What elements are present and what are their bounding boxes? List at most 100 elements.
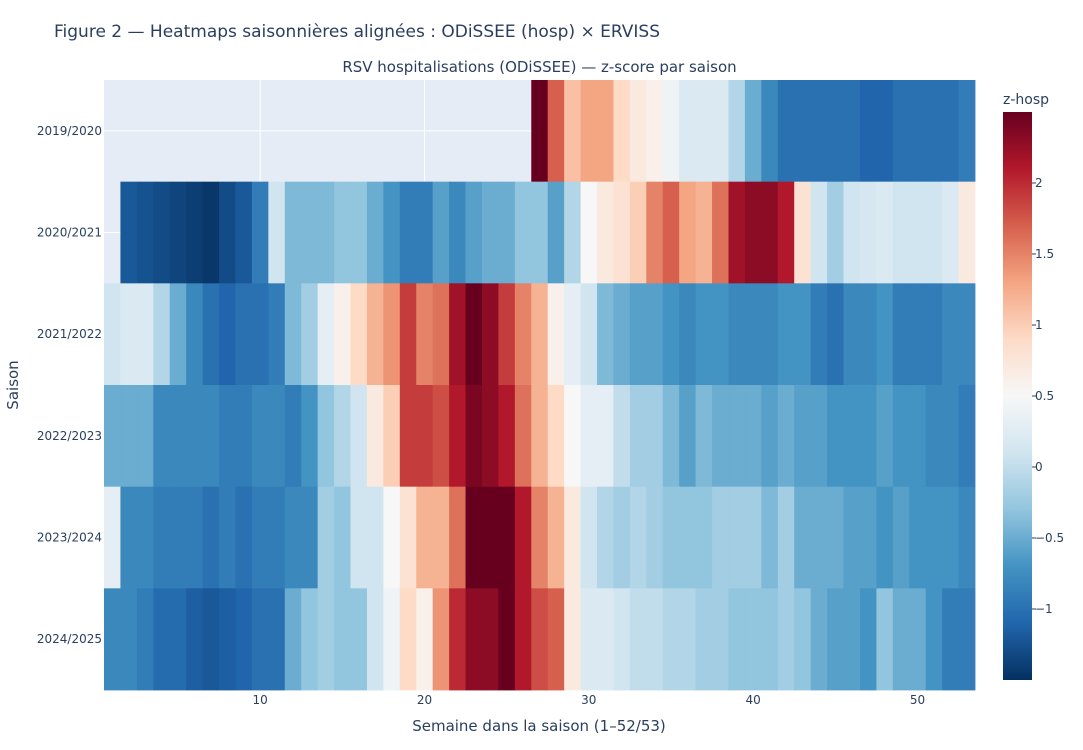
heatmap-cell[interactable]: [794, 486, 812, 589]
heatmap-cell[interactable]: [662, 385, 680, 488]
heatmap-cell[interactable]: [744, 588, 762, 691]
heatmap-cell[interactable]: [531, 385, 549, 488]
heatmap-cell[interactable]: [514, 181, 532, 284]
heatmap-cell[interactable]: [942, 588, 959, 691]
heatmap-cell[interactable]: [925, 588, 943, 691]
heatmap-cell[interactable]: [169, 283, 187, 386]
heatmap-cell[interactable]: [564, 588, 581, 691]
heatmap-cell[interactable]: [383, 385, 401, 488]
heatmap-cell[interactable]: [251, 588, 269, 691]
heatmap-cell[interactable]: [120, 181, 138, 284]
heatmap-cell[interactable]: [153, 283, 171, 386]
heatmap-cell[interactable]: [235, 588, 253, 691]
heatmap-cell[interactable]: [383, 588, 401, 691]
heatmap-cell[interactable]: [958, 385, 976, 488]
heatmap-cell[interactable]: [564, 283, 581, 386]
heatmap-cell[interactable]: [531, 486, 549, 589]
heatmap-cell[interactable]: [104, 385, 121, 488]
heatmap-cell[interactable]: [202, 588, 220, 691]
heatmap-cell[interactable]: [251, 385, 269, 488]
heatmap-cell[interactable]: [942, 80, 959, 183]
heatmap-cell[interactable]: [761, 181, 779, 284]
heatmap-cell[interactable]: [728, 80, 746, 183]
heatmap-cell[interactable]: [366, 385, 384, 488]
heatmap-cell[interactable]: [859, 283, 877, 386]
heatmap-cell[interactable]: [465, 385, 483, 488]
heatmap-cell[interactable]: [136, 283, 154, 386]
heatmap-cell[interactable]: [843, 181, 861, 284]
heatmap-cell[interactable]: [810, 283, 828, 386]
heatmap-cell[interactable]: [613, 80, 631, 183]
heatmap-cell[interactable]: [646, 181, 664, 284]
heatmap-cell[interactable]: [662, 588, 680, 691]
heatmap-cell[interactable]: [383, 283, 401, 386]
heatmap-cell[interactable]: [810, 181, 828, 284]
heatmap-cell[interactable]: [646, 385, 664, 488]
heatmap-cell[interactable]: [695, 385, 713, 488]
heatmap-cell[interactable]: [383, 486, 401, 589]
heatmap-cell[interactable]: [597, 588, 614, 691]
heatmap-cell[interactable]: [284, 283, 302, 386]
heatmap-cell[interactable]: [958, 283, 976, 386]
heatmap-cell[interactable]: [629, 486, 647, 589]
heatmap-cell[interactable]: [794, 181, 812, 284]
heatmap-cell[interactable]: [547, 385, 565, 488]
heatmap-cell[interactable]: [810, 588, 828, 691]
heatmap-cell[interactable]: [580, 588, 598, 691]
heatmap-cell[interactable]: [284, 385, 302, 488]
heatmap-cell[interactable]: [925, 80, 943, 183]
heatmap-cell[interactable]: [169, 588, 187, 691]
heatmap-cell[interactable]: [712, 486, 729, 589]
heatmap-cell[interactable]: [695, 181, 713, 284]
heatmap-cell[interactable]: [219, 283, 236, 386]
heatmap-cell[interactable]: [876, 385, 894, 488]
heatmap-cell[interactable]: [334, 283, 351, 386]
heatmap-cell[interactable]: [202, 486, 220, 589]
heatmap-cell[interactable]: [153, 486, 171, 589]
heatmap-cell[interactable]: [547, 588, 565, 691]
heatmap-cell[interactable]: [761, 80, 779, 183]
heatmap-cell[interactable]: [317, 588, 335, 691]
heatmap-cell[interactable]: [613, 588, 631, 691]
heatmap-cell[interactable]: [777, 588, 795, 691]
heatmap-cell[interactable]: [728, 486, 746, 589]
heatmap-cell[interactable]: [629, 283, 647, 386]
heatmap-cell[interactable]: [350, 588, 368, 691]
heatmap-cell[interactable]: [366, 181, 384, 284]
heatmap-cell[interactable]: [136, 181, 154, 284]
heatmap-cell[interactable]: [728, 181, 746, 284]
heatmap-cell[interactable]: [219, 181, 236, 284]
heatmap-cell[interactable]: [465, 588, 483, 691]
heatmap-cell[interactable]: [942, 486, 959, 589]
heatmap-cell[interactable]: [827, 588, 844, 691]
heatmap-cell[interactable]: [202, 283, 220, 386]
heatmap-cell[interactable]: [564, 80, 581, 183]
heatmap-cell[interactable]: [909, 385, 927, 488]
heatmap-cell[interactable]: [416, 283, 434, 386]
heatmap-cell[interactable]: [712, 80, 729, 183]
heatmap-cell[interactable]: [876, 181, 894, 284]
heatmap-cell[interactable]: [547, 283, 565, 386]
heatmap-cell[interactable]: [859, 385, 877, 488]
heatmap-cell[interactable]: [284, 588, 302, 691]
heatmap-cell[interactable]: [712, 588, 729, 691]
heatmap-cell[interactable]: [712, 181, 729, 284]
heatmap-cell[interactable]: [169, 385, 187, 488]
heatmap-cell[interactable]: [679, 486, 697, 589]
heatmap-cell[interactable]: [728, 385, 746, 488]
heatmap-cell[interactable]: [892, 80, 910, 183]
heatmap-cell[interactable]: [892, 385, 910, 488]
heatmap-cell[interactable]: [465, 181, 483, 284]
heatmap-cell[interactable]: [646, 283, 664, 386]
heatmap-cell[interactable]: [317, 385, 335, 488]
heatmap-cell[interactable]: [629, 588, 647, 691]
heatmap-cell[interactable]: [120, 486, 138, 589]
heatmap-cell[interactable]: [449, 588, 466, 691]
heatmap-cell[interactable]: [744, 181, 762, 284]
heatmap-cell[interactable]: [892, 181, 910, 284]
heatmap-cell[interactable]: [794, 588, 812, 691]
heatmap-cell[interactable]: [301, 385, 319, 488]
heatmap-cell[interactable]: [120, 385, 138, 488]
heatmap-cell[interactable]: [695, 80, 713, 183]
heatmap-cell[interactable]: [153, 385, 171, 488]
